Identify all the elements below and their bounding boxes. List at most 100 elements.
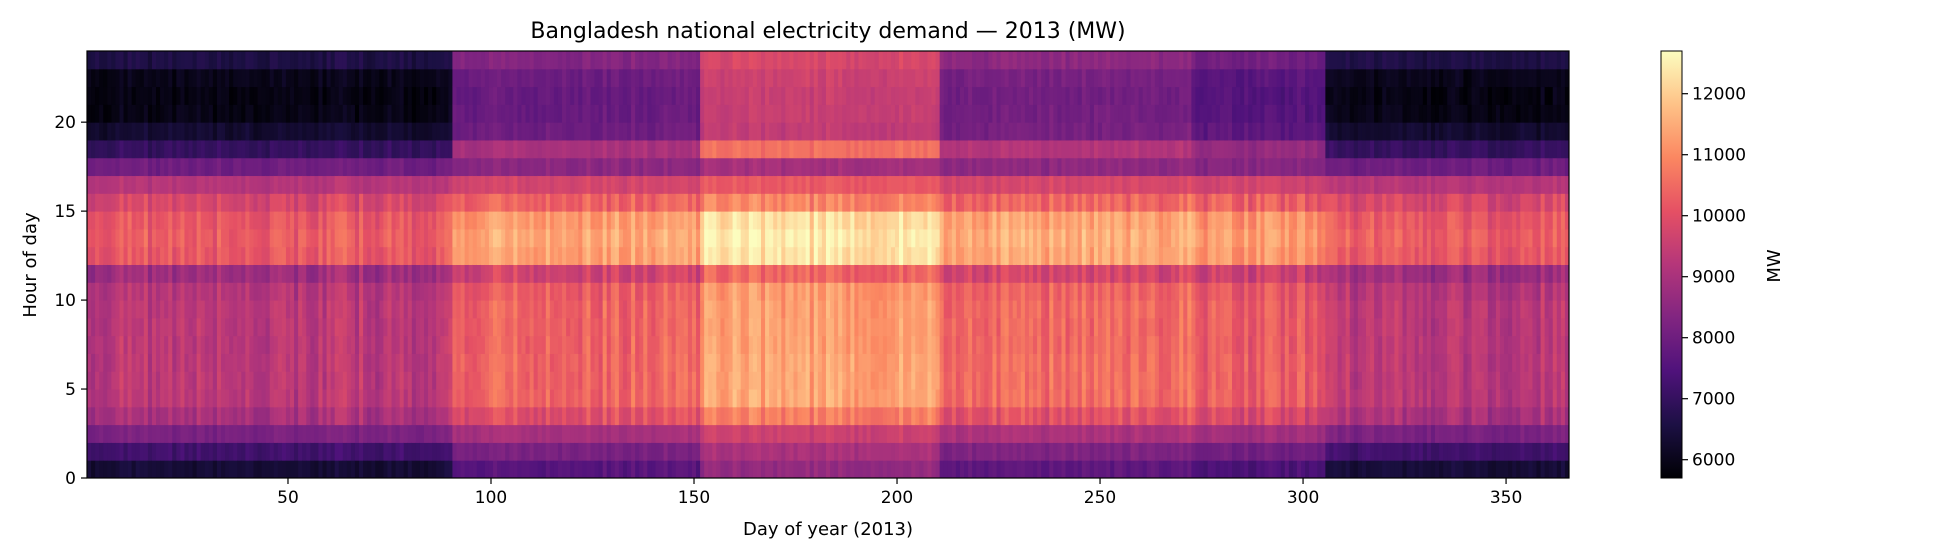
heatmap-cell (679, 122, 685, 141)
heatmap-cell (830, 211, 835, 230)
heatmap-cell (444, 424, 449, 443)
heatmap-cell (196, 246, 202, 265)
heatmap-cell (821, 211, 827, 230)
heatmap-cell (245, 389, 250, 408)
heatmap-cell (436, 389, 441, 408)
heatmap-cell (708, 122, 713, 141)
heatmap-cell (95, 104, 100, 123)
heatmap-cell (387, 104, 393, 123)
heatmap-cell (752, 51, 758, 70)
heatmap-cell (882, 193, 888, 212)
heatmap-cell (290, 211, 295, 230)
heatmap-cell (566, 264, 571, 283)
heatmap-cell (622, 353, 628, 372)
heatmap-cell (225, 460, 230, 479)
heatmap-cell (590, 122, 596, 141)
heatmap-cell (594, 193, 600, 212)
heatmap-cell (233, 460, 238, 479)
heatmap-cell (769, 86, 774, 105)
heatmap-cell (135, 389, 141, 408)
heatmap-cell (468, 460, 474, 479)
heatmap-cell (261, 175, 267, 194)
heatmap-cell (911, 389, 916, 408)
heatmap-cell (298, 335, 303, 354)
heatmap-cell (704, 353, 709, 372)
heatmap-cell (582, 406, 587, 426)
heatmap-cell (785, 104, 790, 123)
heatmap-cell (866, 122, 872, 141)
heatmap-cell (480, 122, 486, 141)
heatmap-cell (200, 460, 206, 479)
heatmap-cell (111, 264, 116, 283)
heatmap-cell (562, 193, 567, 212)
heatmap-cell (773, 228, 778, 248)
heatmap-cell (643, 68, 648, 88)
heatmap-cell (387, 442, 393, 461)
heatmap-cell (119, 424, 125, 443)
heatmap-cell (160, 460, 165, 479)
heatmap-cell (346, 371, 352, 390)
heatmap-cell (765, 246, 770, 265)
heatmap-cell (578, 317, 583, 337)
heatmap-cell (196, 175, 202, 194)
heatmap-cell (687, 104, 693, 123)
heatmap-cell (696, 175, 701, 194)
heatmap-cell (302, 122, 307, 141)
heatmap-cell (415, 264, 421, 283)
heatmap-cell (371, 157, 376, 177)
heatmap-cell (310, 335, 315, 354)
heatmap-cell (253, 139, 259, 159)
heatmap-cell (614, 442, 620, 461)
heatmap-cell (541, 282, 547, 301)
heatmap-cell (590, 86, 596, 105)
heatmap-cell (513, 175, 518, 194)
heatmap-cell (866, 389, 872, 408)
heatmap-cell (143, 406, 149, 426)
heatmap-cell (655, 300, 660, 319)
heatmap-cell (809, 424, 815, 443)
heatmap-cell (237, 460, 242, 479)
heatmap-cell (249, 442, 254, 461)
heatmap-cell (834, 264, 839, 283)
heatmap-cell (403, 51, 409, 70)
heatmap-cell (444, 211, 449, 230)
heatmap-cell (460, 139, 466, 159)
heatmap-cell (618, 246, 624, 265)
heatmap-cell (241, 406, 246, 426)
heatmap-cell (622, 122, 628, 141)
heatmap-cell (732, 300, 738, 319)
heatmap-cell (838, 282, 843, 301)
heatmap-cell (675, 353, 681, 372)
heatmap-cell (115, 300, 120, 319)
heatmap-cell (338, 389, 344, 408)
heatmap-cell (890, 68, 896, 88)
heatmap-cell (151, 139, 157, 159)
heatmap-cell (322, 264, 328, 283)
heatmap-cell (736, 371, 742, 390)
heatmap-cell (691, 211, 697, 230)
heatmap-cell (326, 86, 332, 105)
heatmap-cell (156, 424, 161, 443)
heatmap-cell (277, 353, 283, 372)
heatmap-cell (858, 122, 864, 141)
heatmap-cell (813, 86, 819, 105)
heatmap-cell (156, 51, 161, 70)
heatmap-cell (204, 51, 210, 70)
heatmap-cell (862, 68, 868, 88)
heatmap-cell (813, 389, 819, 408)
heatmap-cell (578, 104, 583, 123)
heatmap-cell (846, 460, 851, 479)
heatmap-cell (273, 228, 279, 248)
heatmap-cell (586, 424, 591, 443)
heatmap-cell (257, 389, 263, 408)
heatmap-cell (208, 86, 214, 105)
heatmap-cell (488, 228, 494, 248)
heatmap-cell (192, 51, 198, 70)
heatmap-cell (346, 122, 352, 141)
heatmap-cell (549, 442, 555, 461)
heatmap-cell (830, 353, 835, 372)
heatmap-cell (456, 104, 462, 123)
heatmap-cell (740, 193, 746, 212)
heatmap-cell (460, 371, 466, 390)
heatmap-cell (793, 353, 799, 372)
